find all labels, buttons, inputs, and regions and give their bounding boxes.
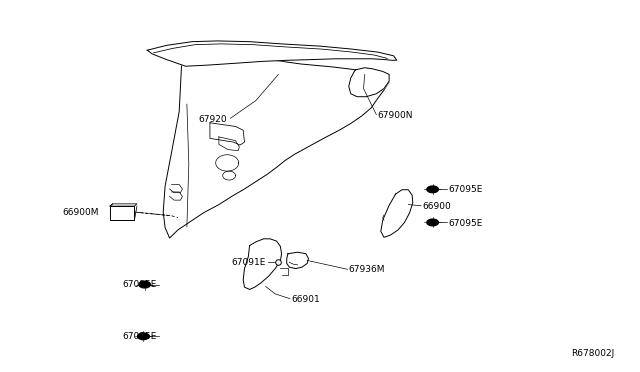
Polygon shape [147,41,397,66]
Text: 67095E: 67095E [448,219,483,228]
Text: 67900N: 67900N [378,111,413,120]
Polygon shape [381,190,413,237]
FancyBboxPatch shape [110,206,134,220]
Polygon shape [349,68,389,97]
Polygon shape [163,45,389,238]
Polygon shape [287,252,308,269]
Text: 66900M: 66900M [63,208,99,217]
Text: 67091E: 67091E [231,258,266,267]
Text: 67920: 67920 [198,115,227,124]
Polygon shape [210,123,244,145]
Text: 67095E: 67095E [448,185,483,194]
Text: 66901: 66901 [291,295,320,304]
Polygon shape [243,239,282,289]
Text: 66900: 66900 [422,202,451,211]
Text: 67095E: 67095E [122,332,157,341]
Polygon shape [139,281,150,288]
Polygon shape [138,333,149,340]
Polygon shape [427,219,438,226]
Polygon shape [427,186,438,193]
Text: 67095E: 67095E [122,280,157,289]
Text: 67936M: 67936M [349,265,385,274]
Text: R678002J: R678002J [571,349,614,358]
